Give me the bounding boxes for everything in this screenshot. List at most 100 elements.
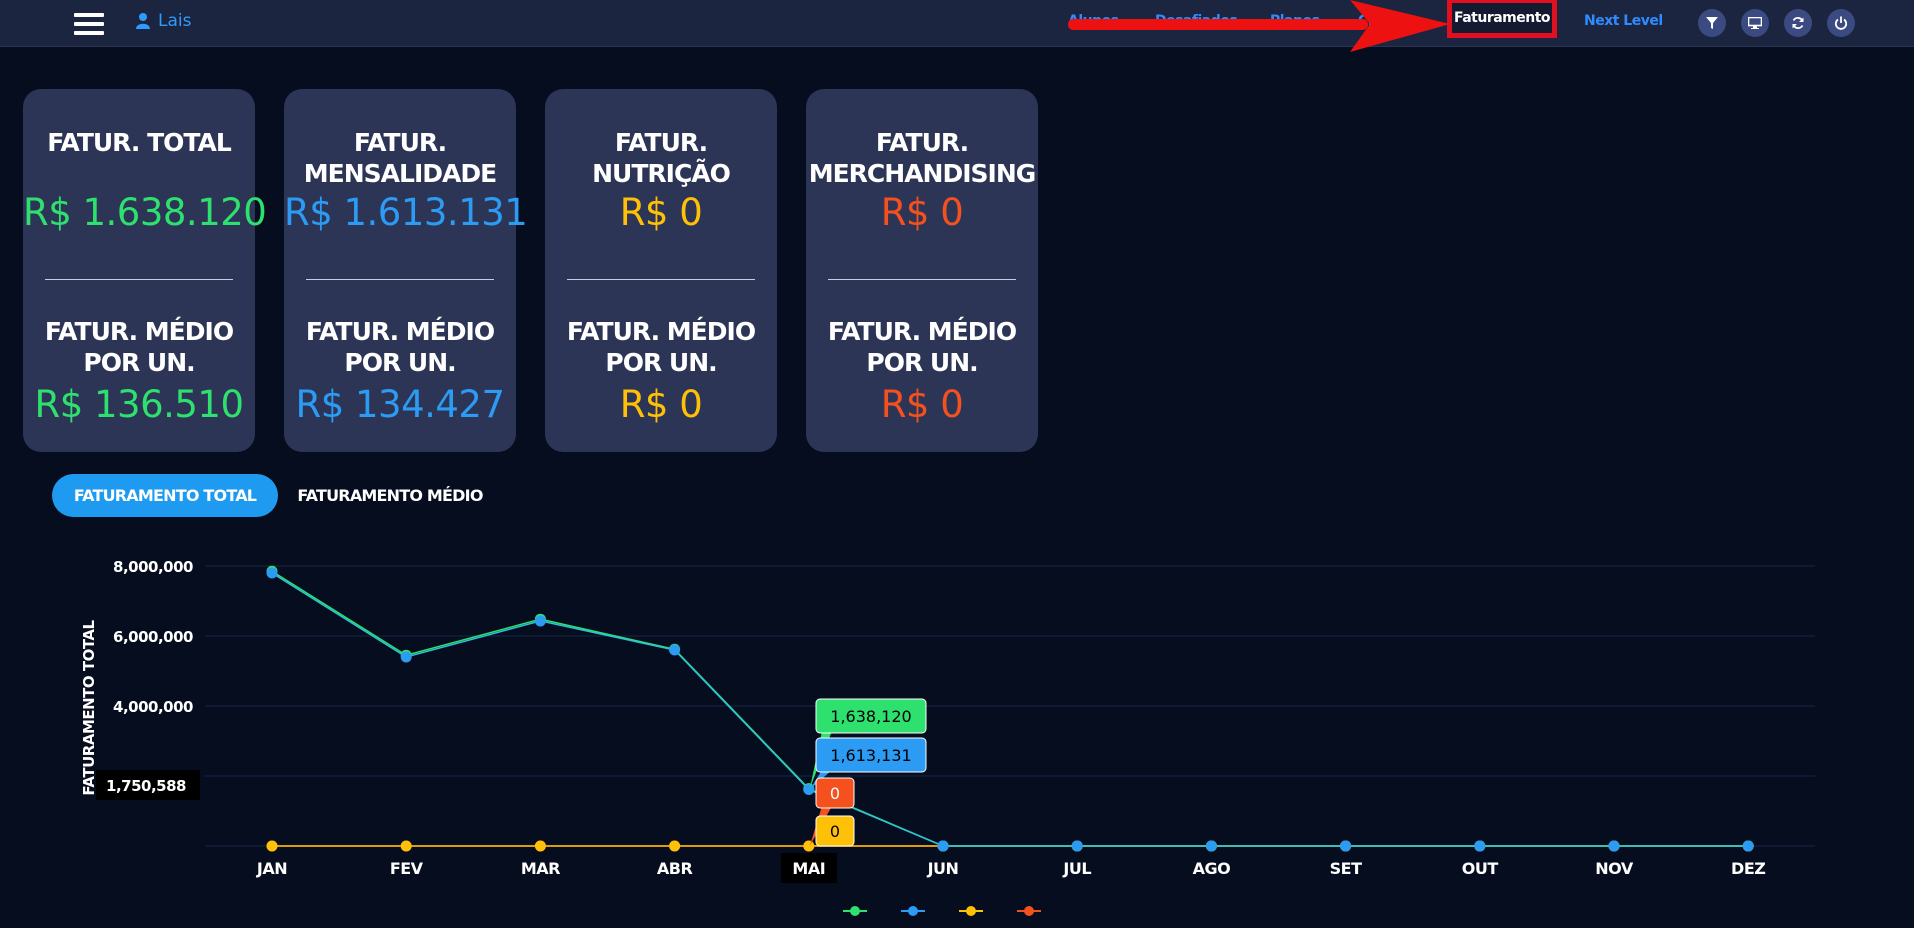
data-point <box>534 613 546 625</box>
data-point <box>534 840 546 852</box>
data-point <box>400 840 412 852</box>
card-title: FATUR. TOTAL <box>47 128 232 157</box>
tooltip-box <box>815 777 855 809</box>
card-sub-title: FATUR. MÉDIO POR UN. <box>566 317 756 377</box>
user-icon <box>136 13 150 29</box>
refresh-button[interactable] <box>1784 9 1812 37</box>
data-point <box>803 840 815 852</box>
card-fatur-mensalidade: FATUR. MENSALIDADE R$ 1.613.131 FATUR. M… <box>284 89 528 452</box>
nav-faturamento-label: Faturamento <box>1453 10 1551 26</box>
legend-marker <box>850 906 860 916</box>
tooltip-pointer <box>809 844 832 846</box>
data-point <box>1742 840 1754 852</box>
cursor-value-box <box>96 770 200 800</box>
data-point <box>1742 840 1754 852</box>
tooltip-box <box>815 815 855 847</box>
y-axis-label: FATURAMENTO TOTAL <box>80 619 98 795</box>
tooltip-pointer <box>809 770 832 790</box>
data-point <box>1474 840 1486 852</box>
user-profile[interactable]: Lais <box>136 11 191 31</box>
data-point <box>1205 840 1217 852</box>
data-point <box>1205 840 1217 852</box>
card-sub-value: R$ 0 <box>880 383 964 426</box>
data-point <box>266 567 278 579</box>
data-point <box>669 643 681 655</box>
series-line <box>271 572 1749 847</box>
card-sub-value: R$ 134.427 <box>295 383 505 426</box>
tab-label: FATURAMENTO MÉDIO <box>297 486 483 505</box>
annotation-arrow <box>1068 0 1450 52</box>
card-title: FATUR. NUTRIÇÃO <box>592 128 731 188</box>
card-sub-value: R$ 0 <box>619 383 703 426</box>
card-divider <box>828 279 1016 280</box>
menu-icon[interactable] <box>74 13 104 35</box>
tooltip-pointer <box>809 731 832 789</box>
data-point <box>1340 840 1352 852</box>
tooltip-label: 1,638,120 <box>830 707 911 726</box>
x-tick-label: SET <box>1330 859 1362 878</box>
tooltip-label: 1,613,131 <box>830 746 911 765</box>
data-point <box>1340 840 1352 852</box>
data-point <box>803 784 815 796</box>
data-point <box>669 840 681 852</box>
data-point <box>400 649 412 661</box>
card-divider <box>567 279 755 280</box>
y-tick-label: 2,000,000 <box>113 768 193 786</box>
filter-button[interactable] <box>1698 9 1726 37</box>
tooltip-label: 0 <box>830 822 840 841</box>
data-point <box>937 840 949 852</box>
tab-faturamento-medio[interactable]: FATURAMENTO MÉDIO <box>290 474 490 517</box>
data-point <box>1071 840 1083 852</box>
data-point <box>803 783 815 795</box>
card-sub-title: FATUR. MÉDIO POR UN. <box>44 317 234 377</box>
x-tick-label: AGO <box>1193 859 1231 878</box>
x-tick-label: OUT <box>1462 859 1499 878</box>
data-point <box>1071 840 1083 852</box>
tab-faturamento-total[interactable]: FATURAMENTO TOTAL <box>52 474 278 517</box>
data-point <box>266 565 278 577</box>
data-point <box>937 840 949 852</box>
data-point <box>1340 840 1352 852</box>
nav-next-level[interactable]: Next Level <box>1584 13 1663 29</box>
data-point <box>1742 840 1754 852</box>
data-point <box>1205 840 1217 852</box>
data-point <box>1474 840 1486 852</box>
data-point <box>400 840 412 852</box>
y-tick-label: 6,000,000 <box>113 628 193 646</box>
data-point <box>1608 840 1620 852</box>
x-tick-highlight <box>780 853 837 883</box>
data-point <box>1071 840 1083 852</box>
data-point <box>534 840 546 852</box>
data-point <box>1071 840 1083 852</box>
top-navbar: Lais Alunos Desafiados Planos Ch Faturam… <box>0 0 1914 52</box>
data-point <box>669 840 681 852</box>
card-title: FATUR. MENSALIDADE <box>303 128 497 188</box>
data-point <box>1608 840 1620 852</box>
tab-label: FATURAMENTO TOTAL <box>73 486 257 505</box>
tooltip-box <box>815 737 927 773</box>
y-tick-label: 4,000,000 <box>113 698 193 716</box>
data-point <box>1474 840 1486 852</box>
x-tick-label: ABR <box>657 859 693 878</box>
legend-marker <box>966 906 976 916</box>
power-button[interactable] <box>1827 9 1855 37</box>
data-point <box>1340 840 1352 852</box>
power-icon <box>1834 16 1848 30</box>
tooltip-pointer <box>809 806 832 846</box>
data-point <box>1205 840 1217 852</box>
card-sub-title: FATUR. MÉDIO POR UN. <box>827 317 1017 377</box>
data-point <box>937 840 949 852</box>
card-fatur-merchandising: FATUR. MERCHANDISING R$ 0 FATUR. MÉDIO P… <box>806 89 1038 452</box>
monitor-icon <box>1748 17 1762 29</box>
nav-faturamento[interactable]: Faturamento <box>1447 0 1557 38</box>
card-value: R$ 1.638.120 <box>23 191 267 234</box>
data-point <box>400 651 412 663</box>
user-name: Lais <box>158 11 192 31</box>
card-value: R$ 0 <box>880 191 964 234</box>
tooltip-label: 0 <box>830 784 840 803</box>
card-value: R$ 0 <box>619 191 703 234</box>
x-tick-label: MAR <box>521 859 560 878</box>
data-point <box>1608 840 1620 852</box>
monitor-button[interactable] <box>1741 9 1769 37</box>
x-tick-label: MAI <box>792 859 825 878</box>
